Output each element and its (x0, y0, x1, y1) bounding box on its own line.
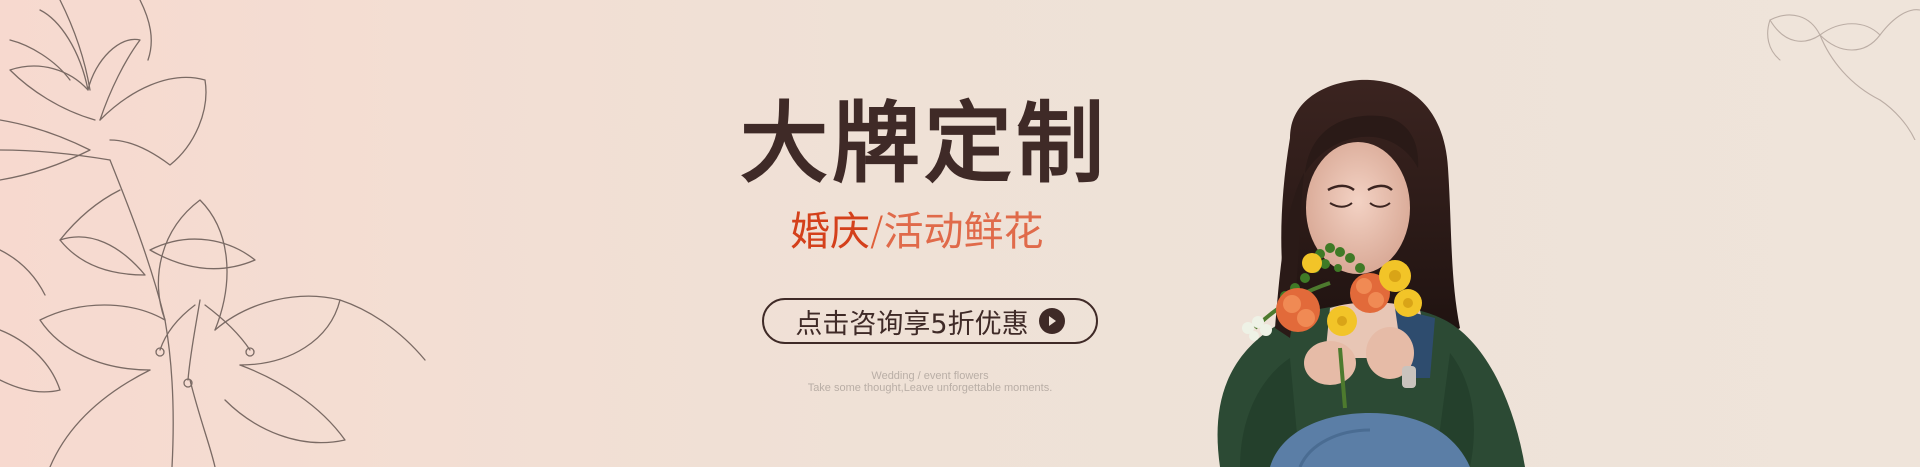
lily-line-art-right (1767, 9, 1920, 140)
subline: 婚庆/活动鲜花 (790, 212, 1043, 252)
caption-wedding-event: Wedding / event flowers (871, 370, 989, 382)
consult-discount-label: 点击咨询享5折优惠 (795, 308, 1029, 340)
headline: 大牌定制 (740, 92, 1109, 195)
lily-line-art-left (0, 0, 426, 467)
consult-discount-button[interactable]: 点击咨询享5折优惠 (762, 298, 1098, 344)
woman-with-bouquet-photo (1217, 79, 1525, 467)
play-circle-icon (1038, 308, 1065, 334)
caption-tagline: Take some thought,Leave unforgettable mo… (807, 382, 1053, 394)
subline-separator: / (870, 209, 884, 255)
subline-wedding: 婚庆 (790, 209, 870, 255)
subline-event-flowers: 活动鲜花 (883, 209, 1044, 255)
